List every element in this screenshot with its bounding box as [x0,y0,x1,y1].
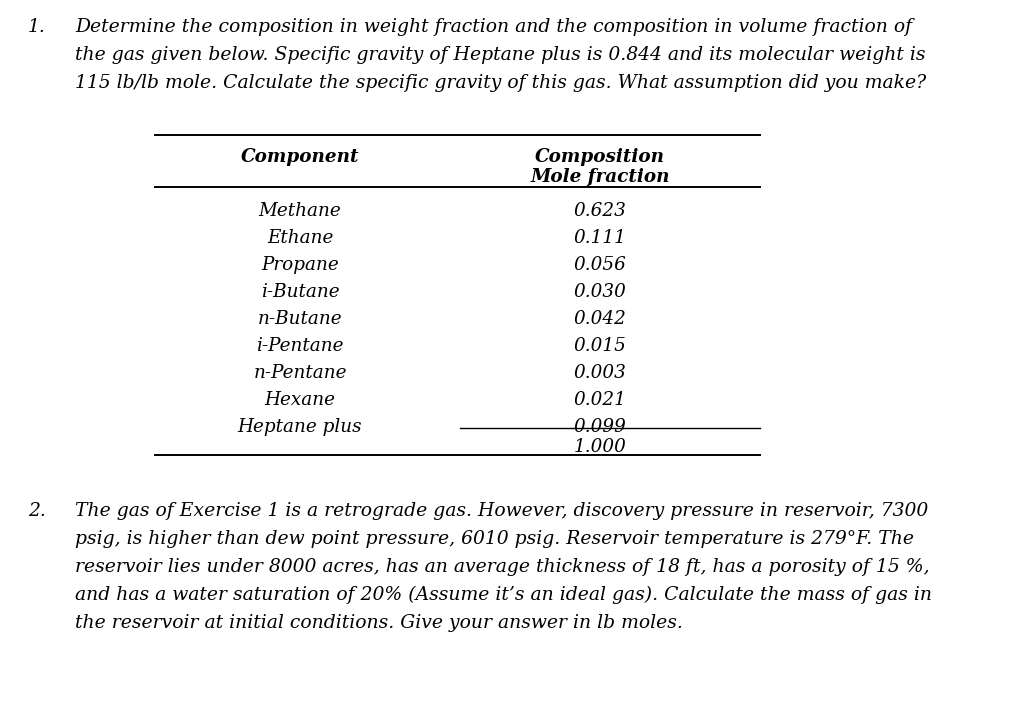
Text: Composition: Composition [535,148,665,166]
Text: The gas of Exercise 1 is a retrograde gas. However, discovery pressure in reserv: The gas of Exercise 1 is a retrograde ga… [75,502,928,520]
Text: 115 lb/lb mole. Calculate the specific gravity of this gas. What assumption did : 115 lb/lb mole. Calculate the specific g… [75,74,926,92]
Text: n-Pentane: n-Pentane [253,364,347,382]
Text: Heptane plus: Heptane plus [238,418,362,436]
Text: Component: Component [241,148,359,166]
Text: 1.000: 1.000 [573,438,627,456]
Text: 0.030: 0.030 [573,283,627,301]
Text: n-Butane: n-Butane [258,310,342,328]
Text: Ethane: Ethane [267,229,333,247]
Text: Hexane: Hexane [264,391,336,409]
Text: 0.056: 0.056 [573,256,627,274]
Text: Determine the composition in weight fraction and the composition in volume fract: Determine the composition in weight frac… [75,18,912,36]
Text: Mole fraction: Mole fraction [530,168,670,186]
Text: i-Pentane: i-Pentane [256,337,344,355]
Text: 0.042: 0.042 [573,310,627,328]
Text: 0.099: 0.099 [573,418,627,436]
Text: the gas given below. Specific gravity of Heptane plus is 0.844 and its molecular: the gas given below. Specific gravity of… [75,46,926,64]
Text: Propane: Propane [261,256,339,274]
Text: i-Butane: i-Butane [261,283,339,301]
Text: 0.021: 0.021 [573,391,627,409]
Text: 2.: 2. [28,502,46,520]
Text: 0.003: 0.003 [573,364,627,382]
Text: Methane: Methane [259,202,341,220]
Text: and has a water saturation of 20% (Assume it’s an ideal gas). Calculate the mass: and has a water saturation of 20% (Assum… [75,586,932,604]
Text: the reservoir at initial conditions. Give your answer in lb moles.: the reservoir at initial conditions. Giv… [75,614,683,632]
Text: 0.015: 0.015 [573,337,627,355]
Text: reservoir lies under 8000 acres, has an average thickness of 18 ft, has a porosi: reservoir lies under 8000 acres, has an … [75,558,930,576]
Text: 1.: 1. [28,18,46,36]
Text: psig, is higher than dew point pressure, 6010 psig. Reservoir temperature is 279: psig, is higher than dew point pressure,… [75,530,914,548]
Text: 0.623: 0.623 [573,202,627,220]
Text: 0.111: 0.111 [573,229,627,247]
